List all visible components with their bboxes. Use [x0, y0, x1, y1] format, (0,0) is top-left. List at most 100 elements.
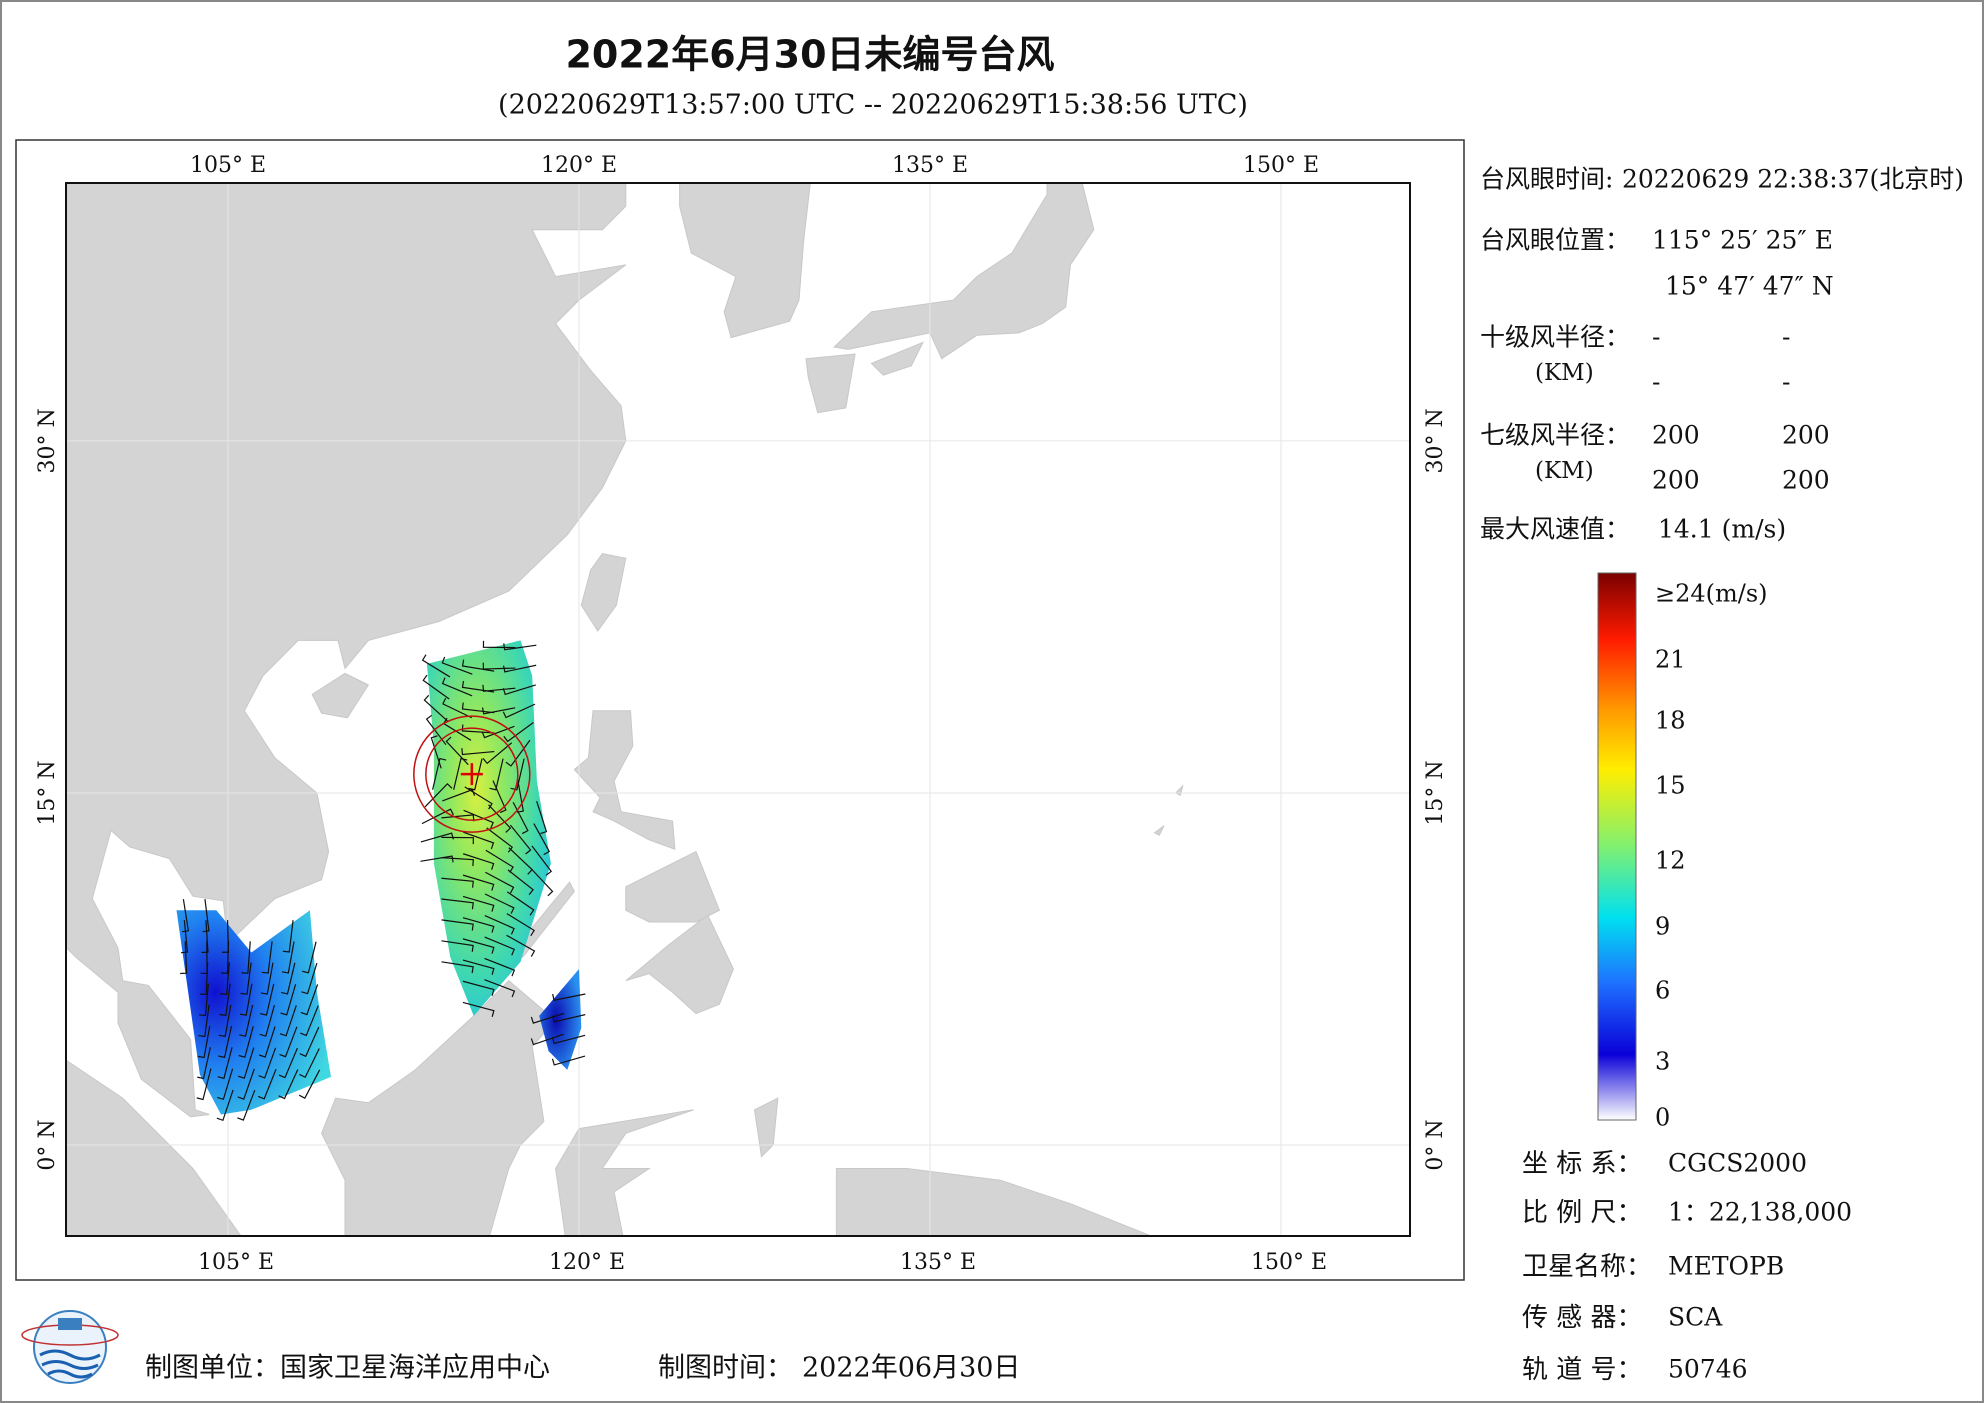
subtitle: (20220629T13:57:00 UTC -- 20220629T15:38… [498, 90, 1248, 121]
colorbar-label: 0 [1655, 1104, 1670, 1132]
wind-barb [237, 1089, 256, 1121]
wind-barb [441, 836, 474, 845]
lon-label: 150° E [1251, 1250, 1327, 1275]
wind-barb [441, 857, 474, 867]
wind-barb [197, 1025, 211, 1059]
wind-barb [484, 893, 515, 914]
wind-barb [197, 1047, 211, 1080]
wind-barb [240, 962, 252, 995]
wind-barb [441, 656, 473, 675]
wind-radius [425, 727, 519, 821]
lat-label: 0° N [1423, 1119, 1448, 1170]
wind-barb [241, 941, 251, 974]
wind-swath [539, 969, 582, 1070]
wind-barb [441, 940, 474, 952]
wind-barb [485, 849, 514, 873]
wind-barb [217, 1068, 234, 1101]
wind-barb [503, 721, 534, 743]
info-value: 14.1 (m/s) [1658, 515, 1786, 544]
wind-barb [199, 983, 210, 1017]
wind-barb [530, 1012, 565, 1024]
wind-barb [462, 917, 495, 933]
wind-barb [282, 920, 294, 953]
wind-barb [502, 684, 536, 696]
colorbar-label: 18 [1655, 707, 1686, 735]
wind-barb [302, 941, 317, 974]
wind-barb [218, 1004, 232, 1038]
meta-label: 传 感 器： [1522, 1303, 1643, 1333]
colorbar-label: 9 [1655, 913, 1670, 941]
wind-barb [425, 714, 447, 746]
wind-barb [507, 869, 534, 896]
meta-label: 比 例 尺： [1522, 1198, 1643, 1228]
wind-barb [421, 654, 451, 678]
wind-barb [453, 757, 468, 790]
wind-barb [485, 871, 515, 894]
map-border [65, 182, 1411, 1237]
wind-barb [279, 1005, 297, 1037]
wind-barb [445, 736, 469, 766]
land [625, 914, 734, 1015]
wind-barb [462, 895, 495, 912]
lon-label: 105° E [190, 153, 266, 178]
wind-barb [530, 867, 554, 897]
info-value: - [1652, 368, 1660, 397]
info-label: 七级风半径： [1480, 421, 1630, 450]
wind-barb [258, 1047, 277, 1079]
land [1070, 159, 1117, 171]
wind-barb [220, 962, 230, 995]
land [311, 672, 370, 719]
wind-barb [278, 1047, 298, 1079]
wind-barb [552, 1014, 586, 1023]
wind-barb [442, 697, 473, 719]
wind-barb [482, 662, 516, 670]
wind-barb [421, 808, 454, 825]
wind-barb [218, 1025, 233, 1059]
colorbar-label: 6 [1655, 977, 1670, 1005]
land [625, 850, 721, 923]
wind-barb [461, 724, 495, 734]
wind-barb [551, 1055, 586, 1066]
wind-barb [482, 684, 516, 692]
wind-barb [261, 941, 273, 974]
land [580, 553, 627, 632]
info-label: (KM) [1535, 458, 1594, 484]
colorbar-label: ≥24(m/s) [1655, 580, 1768, 608]
wind-barb [260, 962, 274, 995]
title: 2022年6月30日未编号台风 [565, 33, 1054, 77]
meta-label: 卫星名称： [1522, 1252, 1652, 1282]
wind-barb [298, 1069, 321, 1099]
info-value: 15° 47′ 47″ N [1665, 272, 1834, 301]
lon-label: 150° E [1243, 153, 1319, 178]
info-value: - [1782, 368, 1790, 397]
wind-barb [219, 983, 231, 1017]
lat-label: 15° N [1423, 760, 1448, 825]
wind-barb [462, 959, 495, 975]
wind-barb [216, 1089, 234, 1122]
wind-barb [492, 780, 507, 814]
wind-barb [202, 899, 210, 933]
info-value: 200 [1782, 466, 1830, 495]
logo [21, 1310, 119, 1384]
typhoon-eye [460, 763, 483, 786]
wind-barb [489, 758, 504, 791]
wind-barb [462, 853, 495, 870]
wind-barb [441, 814, 475, 822]
wind-barb [536, 801, 548, 835]
info-value: 200 [1652, 466, 1700, 495]
lon-label: 135° E [892, 153, 968, 178]
wind-barb [552, 993, 586, 1001]
info-label: 十级风半径： [1480, 323, 1630, 352]
wind-barb [258, 1026, 276, 1058]
wind-barb [278, 1069, 299, 1100]
wind-barb [503, 643, 537, 651]
wind-barb [420, 855, 454, 863]
land [679, 183, 811, 339]
lon-label: 120° E [541, 153, 617, 178]
map [66, 159, 1410, 1236]
wind-barb [502, 703, 536, 719]
info-value: 20220629 22:38:37(北京时) [1622, 165, 1964, 194]
wind-barb [217, 1047, 233, 1080]
wind-barb [237, 1068, 255, 1100]
